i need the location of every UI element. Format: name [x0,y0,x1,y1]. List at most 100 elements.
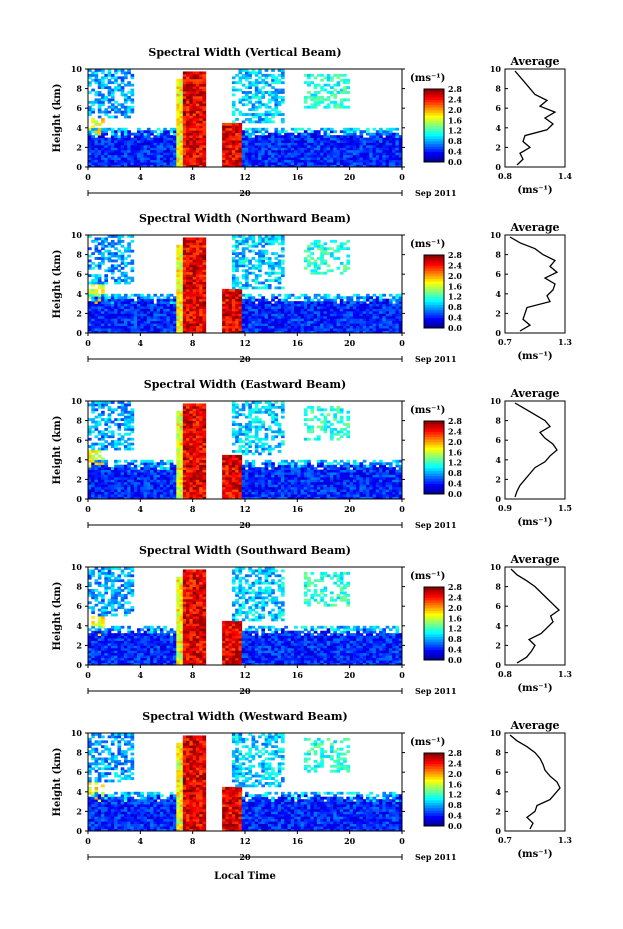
y-axis-label: Height (km) [52,250,63,319]
colorbar-tick-label: 1.2 [448,790,462,800]
average-y-tick-label: 6 [495,435,501,445]
colorbar-unit: (ms⁻¹) [410,405,445,416]
colorbar-tick-label: 2.4 [448,758,462,768]
colorbar-segment [424,304,444,308]
colorbar-tick-label: 0.4 [448,479,462,489]
heatmap-cells [88,733,403,832]
colorbar-segment [424,592,444,596]
colorbar-segment [424,109,444,113]
panel-title: Spectral Width (Vertical Beam) [148,46,341,59]
colorbar-segment [424,457,444,461]
colorbar-segment [424,439,444,443]
heatmap-cells [88,69,403,168]
colorbar-segment [424,467,444,471]
colorbar-segment [424,294,444,298]
y-tick-label: 6 [76,435,82,445]
x-tick-label: 0 [85,504,91,514]
average-title: Average [509,553,559,566]
x-tick-label: 16 [292,172,304,182]
colorbar-tick-label: 2.8 [448,416,462,426]
y-tick-label: 10 [71,396,83,406]
colorbar-tick-label: 0.8 [448,634,462,644]
colorbar-tick-label: 0.4 [448,811,462,821]
y-tick-label: 8 [76,250,82,260]
colorbar-frame [423,254,445,329]
colorbar-segment [424,636,444,640]
colorbar-unit: (ms⁻¹) [410,737,445,748]
average-y-tick-label: 4 [495,455,501,465]
average-x-tick-label: 1.3 [558,669,572,679]
colorbar-segment [424,257,444,261]
y-tick-label: 2 [76,806,82,816]
colorbar-segment [424,156,444,160]
colorbar-tick-label: 0.0 [448,489,462,499]
colorbar-segment [424,288,444,292]
colorbar-segment [424,444,444,448]
average-profile-line [509,236,559,332]
colorbar-segment [424,802,444,806]
colorbar-unit: (ms⁻¹) [410,73,445,84]
x-tick-label: 8 [190,670,196,680]
colorbar-segment [424,262,444,266]
colorbar-tick-label: 0.4 [448,147,462,157]
colorbar-segment [424,441,444,445]
colorbar-segment [424,135,444,139]
colorbar-tick-label: 0.8 [448,302,462,312]
colorbar-segment [424,99,444,103]
month-label: Sep 2011 [415,188,457,198]
x-tick-label: 20 [344,504,356,514]
average-y-tick-label: 8 [495,416,501,426]
date-label: 20 [239,686,251,696]
x-tick-label: 20 [344,836,356,846]
average-y-tick-label: 10 [490,728,502,738]
colorbar-segment [424,465,444,469]
colorbar-segment [424,657,444,661]
colorbar-segment [424,421,444,425]
average-y-tick-label: 10 [490,64,502,74]
colorbar-segment [424,799,444,803]
average-y-tick-label: 4 [495,787,501,797]
colorbar-unit: (ms⁻¹) [410,239,445,250]
colorbar-segment [424,255,444,259]
y-tick-label: 8 [76,416,82,426]
colorbar-segment [424,781,444,785]
x-tick-label: 20 [344,338,356,348]
colorbar-segment [424,265,444,269]
colorbar-segment [424,117,444,121]
colorbar-tick-label: 2.4 [448,426,462,436]
colorbar-segment [424,646,444,650]
date-label: 20 [239,354,251,364]
average-frame [504,234,566,334]
average-y-tick-label: 0 [495,660,501,670]
x-tick-label: 8 [190,172,196,182]
colorbar-segment [424,633,444,637]
month-label: Sep 2011 [415,686,457,696]
average-y-tick-label: 8 [495,582,501,592]
colorbar-tick-label: 2.0 [448,437,462,447]
colorbar-tick-label: 0.0 [448,323,462,333]
colorbar-segment [424,652,444,656]
colorbar-segment [424,789,444,793]
average-y-tick-label: 10 [490,396,502,406]
colorbar-segment [424,452,444,456]
x-tick-label: 20 [344,172,356,182]
colorbar-segment [424,475,444,479]
colorbar-segment [424,631,444,635]
average-title: Average [509,719,559,732]
colorbar-frame [423,420,445,495]
colorbar-segment [424,320,444,324]
colorbar-segment [424,628,444,632]
colorbar-segment [424,654,444,658]
x-tick-label: 0 [399,338,405,348]
heatmap-cells [88,401,403,500]
colorbar-segment [424,107,444,111]
average-x-tick-label: 1.4 [558,171,572,181]
y-tick-label: 4 [76,455,82,465]
colorbar-segment [424,317,444,321]
colorbar-tick-label: 2.0 [448,105,462,115]
y-tick-label: 6 [76,767,82,777]
colorbar-segment [424,615,444,619]
average-x-tick-label: 0.8 [498,171,512,181]
colorbar-tick-label: 2.8 [448,84,462,94]
colorbar-segment [424,818,444,822]
